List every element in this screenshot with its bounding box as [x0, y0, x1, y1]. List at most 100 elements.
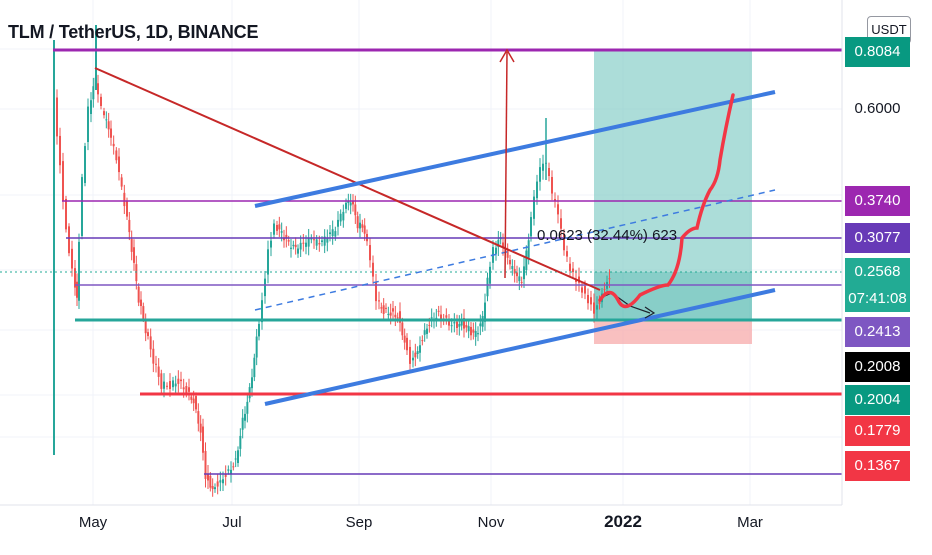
candle-body	[157, 366, 160, 377]
candle-body	[302, 242, 305, 244]
candle-body	[392, 308, 394, 312]
candle-body	[267, 249, 269, 275]
candle-body	[472, 329, 475, 333]
candle-body	[174, 383, 177, 387]
descending-trendline	[94, 67, 601, 291]
candle-body	[234, 458, 237, 460]
candle-body	[76, 281, 78, 298]
candle-body	[292, 244, 295, 246]
candle-body	[554, 198, 556, 202]
candle-body	[273, 223, 275, 235]
candle-body	[530, 217, 532, 237]
candle-body	[246, 401, 249, 414]
candle-body	[204, 450, 207, 479]
candle-body	[118, 156, 120, 173]
candle-body	[513, 268, 516, 274]
candle-body	[509, 260, 511, 265]
candle-body	[190, 396, 193, 400]
candle-body	[166, 385, 168, 387]
candle-body	[497, 239, 500, 248]
candle-body	[465, 324, 468, 328]
price-tag: 0.2008	[845, 352, 910, 382]
candle-body	[237, 450, 239, 464]
candle-body	[177, 378, 180, 384]
candle-body	[456, 321, 458, 328]
candle-body	[363, 225, 366, 234]
candle-body	[163, 381, 165, 389]
time-axis-label: Nov	[477, 514, 505, 531]
candle-body	[356, 216, 359, 229]
candle-body	[539, 167, 541, 182]
candle-body	[192, 398, 195, 404]
candle-body	[523, 266, 525, 280]
candle-body	[209, 475, 212, 488]
candle-body	[103, 111, 105, 116]
candle-body	[339, 213, 342, 222]
candle-body	[251, 377, 253, 389]
candle-body	[137, 286, 140, 303]
candle-body	[84, 146, 86, 184]
time-axis-label: 2022	[604, 512, 642, 531]
drawings: 0.0623 (32.44%) 623	[0, 48, 842, 475]
candle-body	[78, 241, 80, 301]
symbol-title: TLM / TetherUS, 1D, BINANCE	[8, 22, 259, 42]
candle-body	[380, 307, 383, 309]
candle-body	[334, 231, 337, 237]
candle-body	[62, 161, 64, 202]
candle-body	[112, 143, 115, 147]
candle-body	[130, 238, 133, 252]
candle-body	[584, 286, 586, 294]
candle-body	[147, 332, 149, 337]
time-axis-label: May	[78, 514, 108, 531]
candle-body	[401, 322, 404, 336]
candle-body	[135, 264, 138, 282]
candle-body	[68, 226, 70, 254]
candle-body	[105, 119, 108, 121]
candle-body	[342, 211, 345, 221]
candle-body	[188, 387, 190, 392]
candle-body	[326, 238, 329, 243]
candle-body	[421, 340, 424, 342]
candle-body	[506, 250, 509, 258]
candle-body	[406, 337, 408, 351]
candle-body	[572, 268, 574, 273]
candle-body	[474, 331, 477, 337]
price-axis-label: 0.6000	[854, 100, 901, 117]
candle-body	[347, 201, 350, 204]
candle-body	[419, 345, 421, 353]
candle-body	[445, 315, 448, 318]
candle-body	[92, 86, 95, 100]
candle-body	[414, 352, 417, 358]
candle-body	[412, 357, 414, 361]
last-price-value: 0.2568	[854, 263, 901, 280]
candle-body	[120, 177, 123, 187]
candle-body	[197, 411, 200, 424]
candle-body	[563, 234, 565, 251]
candle-body	[453, 322, 456, 324]
candles	[53, 25, 611, 497]
price-tag: 0.8084	[845, 37, 910, 67]
candle-body	[428, 324, 431, 326]
candle-body	[307, 237, 310, 247]
candle-body	[239, 435, 242, 449]
candle-body	[587, 294, 589, 304]
candle-body	[463, 318, 465, 329]
candle-body	[569, 263, 571, 272]
candle-body	[283, 237, 285, 241]
candle-body	[169, 381, 171, 389]
candle-body	[59, 135, 61, 166]
candle-body	[372, 262, 374, 277]
candle-body	[596, 305, 598, 310]
candle-body	[133, 247, 135, 263]
candle-body	[227, 469, 230, 471]
candle-body	[337, 219, 339, 227]
candle-body	[435, 317, 438, 319]
candle-body	[593, 302, 595, 314]
candle-body	[551, 177, 553, 194]
measure-arrow	[504, 51, 508, 279]
candle-body	[211, 486, 214, 490]
candle-body	[199, 423, 202, 433]
candle-body	[56, 97, 58, 137]
